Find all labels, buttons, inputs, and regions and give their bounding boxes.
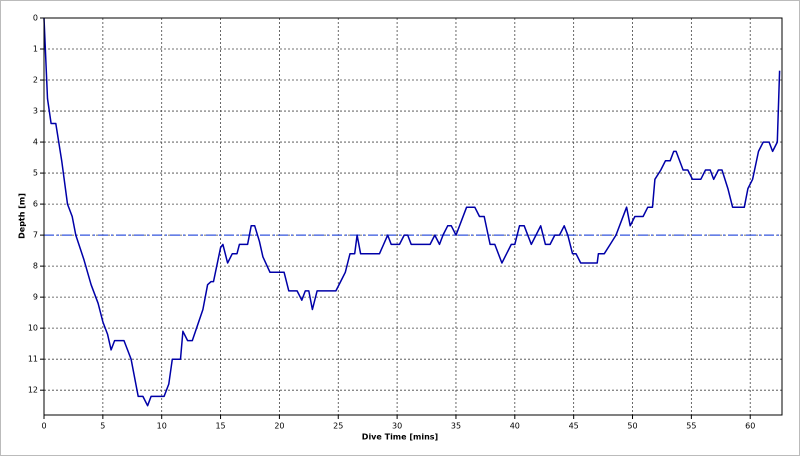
x-tick-label: 25	[333, 422, 343, 431]
x-axis-label: Dive Time [mins]	[362, 433, 438, 442]
plot-area	[43, 17, 783, 416]
y-tick-label: 4	[33, 138, 38, 147]
y-tick-label: 5	[33, 169, 38, 178]
x-tick-label: 60	[745, 422, 755, 431]
x-tick-label: 15	[215, 422, 225, 431]
y-tick-label: 6	[33, 200, 38, 209]
y-tick-label: 7	[33, 231, 38, 240]
y-tick-label: 1	[33, 45, 38, 54]
x-tick-label: 45	[569, 422, 579, 431]
y-axis-label: Depth [m]	[18, 193, 27, 239]
x-tick-label: 20	[274, 422, 284, 431]
x-tick-label: 35	[451, 422, 461, 431]
y-tick-label: 8	[33, 262, 38, 271]
y-tick-label: 9	[33, 293, 38, 302]
x-tick-label: 5	[100, 422, 105, 431]
x-tick-label: 30	[392, 422, 402, 431]
y-tick-label: 11	[28, 355, 38, 364]
y-tick-label: 10	[28, 324, 38, 333]
x-tick-label: 10	[157, 422, 167, 431]
x-tick-label: 55	[686, 422, 696, 431]
y-tick-label: 2	[33, 76, 38, 85]
y-tick-label: 3	[33, 107, 38, 116]
plot-border	[43, 17, 783, 416]
y-tick-label: 0	[33, 14, 38, 23]
depth-line	[43, 17, 781, 407]
x-tick-label: 0	[41, 422, 46, 431]
x-tick-label: 40	[510, 422, 520, 431]
y-tick-label: 12	[28, 386, 38, 395]
x-tick-label: 50	[627, 422, 637, 431]
